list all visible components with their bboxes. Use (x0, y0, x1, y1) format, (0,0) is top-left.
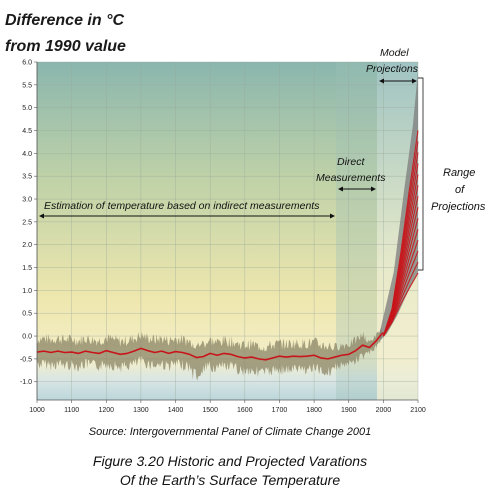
x-tick-label: 2000 (376, 407, 392, 414)
projection-scenario-line (382, 130, 419, 337)
model-projections-label-line1: Model (380, 47, 409, 59)
indirect-estimation-label: Estimation of temperature based on indir… (44, 200, 320, 212)
y-tick-label: 4.5 (22, 128, 32, 135)
x-tick-label: 1400 (168, 407, 184, 414)
projection-envelope (379, 71, 418, 341)
range-label-line1: Range (443, 167, 475, 179)
x-axis-ticks: 1000 1100 1200 1300 1400 1500 1600 1700 1800 1900… (29, 400, 426, 414)
source-note: Source: Intergovernmental Panel of Clima… (89, 426, 372, 438)
x-tick-label: 1100 (64, 407, 79, 414)
y-tick-label: 0.0 (22, 334, 32, 341)
y-tick-label: 2.5 (22, 219, 32, 226)
x-tick-label: 1900 (341, 407, 357, 414)
y-tick-label: -1.0 (20, 379, 32, 386)
y-axis-title-line1: Difference in °C (5, 12, 124, 29)
y-tick-label: 6.0 (22, 60, 32, 67)
range-label-line3: Projections (431, 201, 486, 213)
x-tick-label: 1800 (306, 407, 322, 414)
range-label-line2: of (455, 184, 465, 196)
model-projections-label-line2: Projections (366, 63, 419, 75)
indirect-estimation-arrow (39, 213, 335, 219)
x-tick-label: 2100 (410, 407, 426, 414)
y-tick-label: 5.5 (22, 82, 32, 89)
x-tick-label: 1000 (29, 407, 45, 414)
x-tick-label: 1200 (98, 407, 114, 414)
y-tick-label: 5.0 (22, 105, 32, 112)
figure-caption-line2: Of the Earth’s Surface Temperature (120, 472, 340, 488)
y-tick-label: -0.5 (20, 356, 32, 363)
y-tick-label: 0.5 (22, 311, 32, 318)
x-tick-label: 1500 (202, 407, 218, 414)
y-tick-label: 4.0 (22, 151, 32, 158)
x-tick-label: 1300 (133, 407, 149, 414)
y-axis-ticks: 6.0 5.5 5.0 4.5 4.0 3.5 3.0 2.5 2.0 1.5 1.0 0.5 0.0 -… (20, 60, 37, 386)
range-bracket (418, 77, 424, 271)
y-axis-title-line2: from 1990 value (5, 38, 126, 55)
x-tick-label: 1600 (237, 407, 253, 414)
model-projections-arrow (379, 78, 417, 84)
y-tick-label: 3.5 (22, 174, 32, 181)
direct-measurements-label-line2: Measurements (316, 172, 386, 184)
temperature-series (36, 331, 384, 361)
y-tick-label: 3.0 (22, 197, 32, 204)
temperature-line (36, 331, 384, 361)
direct-measurements-label-line1: Direct (337, 156, 366, 168)
y-tick-label: 2.0 (22, 242, 32, 249)
x-tick-label: 1700 (272, 407, 288, 414)
figure-caption-line1: Figure 3.20 Historic and Projected Varat… (93, 453, 367, 469)
y-tick-label: 1.5 (22, 265, 32, 272)
y-tick-label: 1.0 (22, 288, 32, 295)
projection-range (379, 71, 419, 341)
direct-measurements-arrow (338, 186, 376, 192)
